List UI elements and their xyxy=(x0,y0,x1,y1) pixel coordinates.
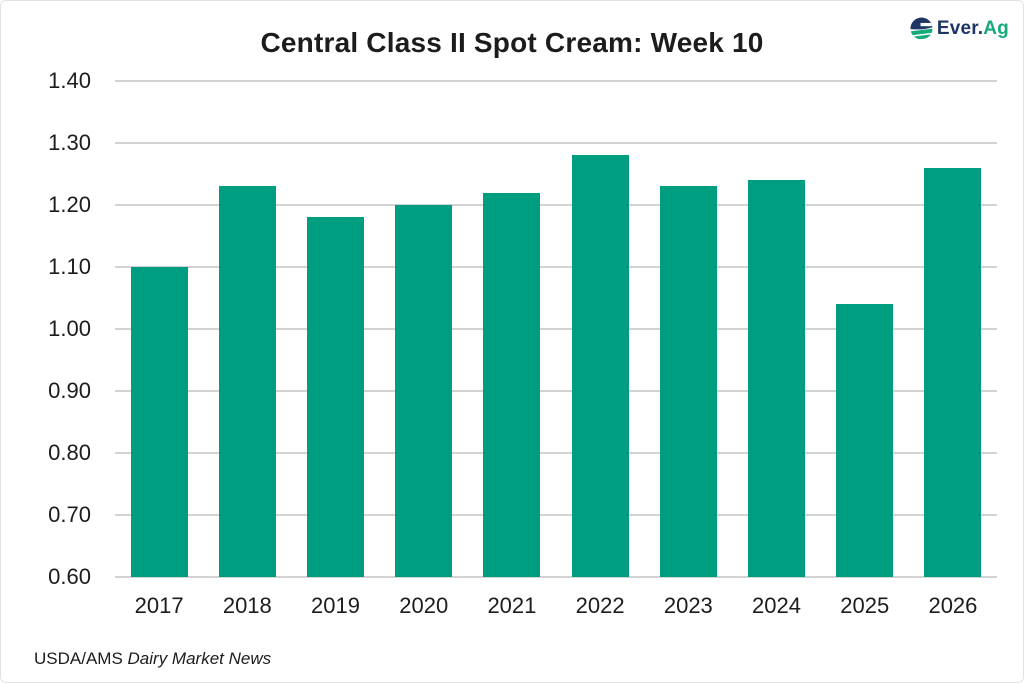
bar-slot xyxy=(203,81,291,577)
y-tick-label: 0.70 xyxy=(48,502,91,527)
bar-2026 xyxy=(924,168,982,577)
bar-2020 xyxy=(395,205,453,577)
bar-slot xyxy=(291,81,379,577)
bar-slot xyxy=(468,81,556,577)
gridline xyxy=(115,328,997,330)
gridline xyxy=(115,514,997,516)
chart-title: Central Class II Spot Cream: Week 10 xyxy=(260,27,764,58)
source-agency: USDA/AMS xyxy=(34,649,123,668)
bar-2022 xyxy=(571,155,629,577)
x-tick-label: 2017 xyxy=(134,593,184,618)
gridline xyxy=(115,390,997,392)
ever-ag-globe-icon xyxy=(910,17,933,40)
bar-2024 xyxy=(748,180,806,577)
x-tick-label: 2026 xyxy=(928,593,978,618)
ever-ag-logo: Ever.Ag xyxy=(910,17,1009,40)
x-tick-label: 2018 xyxy=(222,593,272,618)
bar-2019 xyxy=(307,217,364,577)
x-tick-label: 2023 xyxy=(663,593,713,618)
x-tick-label: 2021 xyxy=(487,593,537,618)
y-tick-label: 1.40 xyxy=(48,68,91,93)
y-tick-label: 0.80 xyxy=(48,440,91,465)
logo-wordmark: Ever.Ag xyxy=(937,18,1009,40)
y-tick-label: 1.00 xyxy=(48,316,91,341)
gridline xyxy=(115,452,997,454)
x-tick-label: 2019 xyxy=(311,593,360,618)
gridline xyxy=(115,204,997,206)
bar-slot xyxy=(380,81,468,577)
bar-2025 xyxy=(836,304,894,577)
logo-text-ever: Ever. xyxy=(936,17,984,39)
logo-text-ag: Ag xyxy=(983,17,1009,39)
y-tick-label: 0.90 xyxy=(48,378,91,403)
bar-slot xyxy=(644,81,732,577)
bar-slot xyxy=(909,81,997,577)
source-note: USDA/AMS Dairy Market News xyxy=(34,649,271,669)
bar-slot xyxy=(732,81,820,577)
bar-slot xyxy=(556,81,644,577)
bar-2018 xyxy=(218,186,276,577)
x-tick-label: 2022 xyxy=(575,593,625,618)
bars xyxy=(115,81,997,577)
bar-2021 xyxy=(483,193,541,577)
y-tick-label: 1.20 xyxy=(48,192,91,217)
bar-2017 xyxy=(130,267,188,577)
y-tick-label: 1.10 xyxy=(48,254,91,279)
gridline xyxy=(115,80,997,82)
bar-slot xyxy=(115,81,203,577)
bar-slot xyxy=(821,81,909,577)
bar-2023 xyxy=(659,186,717,577)
source-publication: Dairy Market News xyxy=(127,649,272,668)
x-tick-label: 2020 xyxy=(399,593,449,618)
y-axis: 1.40 1.30 1.20 1.10 1.00 0.90 0.80 0.70 0.60 xyxy=(25,68,91,589)
y-tick-label: 1.30 xyxy=(48,130,91,155)
gridline xyxy=(115,266,997,268)
y-tick-label: 0.60 xyxy=(48,564,91,589)
gridline xyxy=(115,576,997,578)
x-tick-label: 2025 xyxy=(840,593,890,618)
plot-area xyxy=(115,80,997,578)
x-axis: 2017 2018 2019 2020 2021 2022 2023 2024 2025 2026 xyxy=(115,593,997,619)
x-tick-label: 2024 xyxy=(752,593,801,618)
gridline xyxy=(115,142,997,144)
